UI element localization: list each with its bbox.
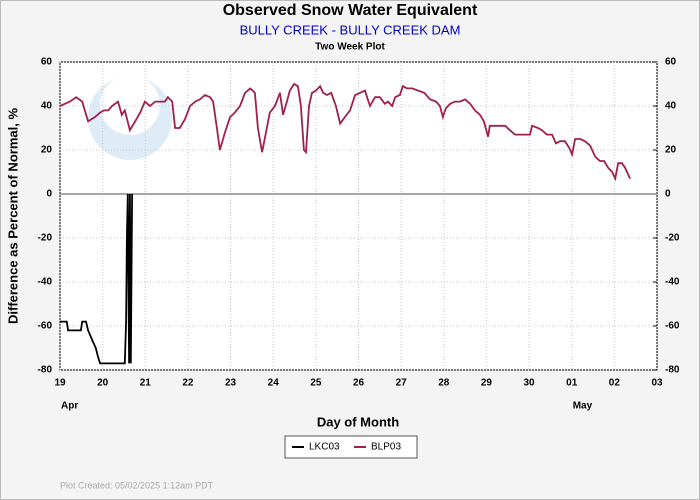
y2-tick-label: 60	[665, 57, 677, 68]
x-tick-label: 01	[566, 378, 578, 389]
y2-tick-label: -20	[665, 233, 680, 244]
month-label: May	[573, 401, 593, 412]
series-line	[60, 193, 133, 365]
x-tick-label: 27	[396, 378, 408, 389]
y2-tick-label: -80	[665, 365, 680, 376]
series-line	[59, 82, 631, 182]
y-tick-label: 20	[41, 145, 53, 156]
x-tick-label: 22	[182, 378, 194, 389]
x-tick-label: 29	[481, 378, 493, 389]
x-tick-label: 03	[651, 378, 663, 389]
y2-tick-label: 40	[665, 101, 677, 112]
y2-tick-label: -60	[665, 321, 680, 332]
y2-tick-label: -40	[665, 277, 680, 288]
x-tick-label: 19	[54, 378, 66, 389]
y-tick-label: 60	[41, 57, 53, 68]
x-tick-label: 21	[140, 378, 152, 389]
x-tick-label: 20	[97, 378, 109, 389]
y-tick-label: -40	[38, 277, 53, 288]
y-tick-label: 0	[46, 189, 52, 200]
y-tick-label: -60	[38, 321, 53, 332]
chart-title: Observed Snow Water Equivalent	[223, 2, 478, 19]
legend-box	[284, 435, 418, 459]
x-tick-label: 28	[438, 378, 450, 389]
chart-subtitle: BULLY CREEK - BULLY CREEK DAM	[240, 22, 461, 37]
y-tick-label: -20	[38, 233, 53, 244]
x-tick-label: 02	[609, 378, 621, 389]
x-tick-label: 25	[310, 378, 322, 389]
x-tick-label: 26	[353, 378, 365, 389]
x-tick-label: 24	[268, 378, 280, 389]
chart-note: Two Week Plot	[315, 42, 385, 53]
y2-tick-label: 0	[665, 189, 671, 200]
y-axis-label: Difference as Percent of Normal, %	[5, 108, 20, 324]
y-tick-label: -80	[38, 365, 53, 376]
month-label: Apr	[61, 401, 78, 412]
x-axis-label: Day of Month	[317, 414, 399, 429]
footer: Plot Created: 05/02/2025 1:12am PDT	[60, 480, 214, 490]
legend-label: LKC03	[309, 442, 340, 453]
x-tick-label: 23	[225, 378, 237, 389]
x-tick-label: 30	[524, 378, 536, 389]
y2-tick-label: 20	[665, 145, 677, 156]
y-tick-label: 40	[41, 101, 53, 112]
legend-label: BLP03	[371, 442, 401, 453]
